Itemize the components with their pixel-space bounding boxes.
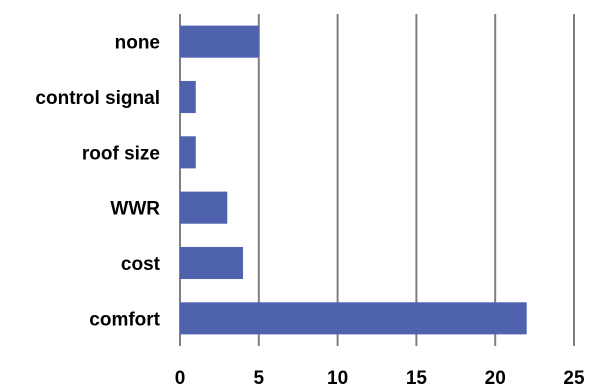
gridlines [179,14,575,346]
category-label-wwr: WWR [110,199,160,220]
bar-comfort [180,302,527,335]
x-axis-tick-labels: 0 5 10 15 20 25 [175,368,585,387]
x-tick-label-20: 20 [485,368,506,387]
category-label-none: none [115,33,160,54]
bar-control-signal [180,80,196,114]
category-label-roof-size: roof size [82,143,160,164]
bar-roof-size [180,136,196,169]
bar-cost [180,246,244,280]
x-tick-label-10: 10 [327,368,348,387]
x-tick-label-0: 0 [175,368,186,387]
category-label-comfort: comfort [89,309,160,330]
x-tick-label-15: 15 [406,368,428,387]
category-labels: none control signal roof size WWR cost comfor… [35,33,160,331]
bar-none [180,25,259,58]
category-label-cost: cost [121,254,161,275]
x-tick-label-5: 5 [254,368,265,387]
bar-wwr [180,191,228,224]
bars [180,25,527,335]
x-tick-label-25: 25 [563,368,585,387]
category-label-control-signal: control signal [35,88,160,109]
